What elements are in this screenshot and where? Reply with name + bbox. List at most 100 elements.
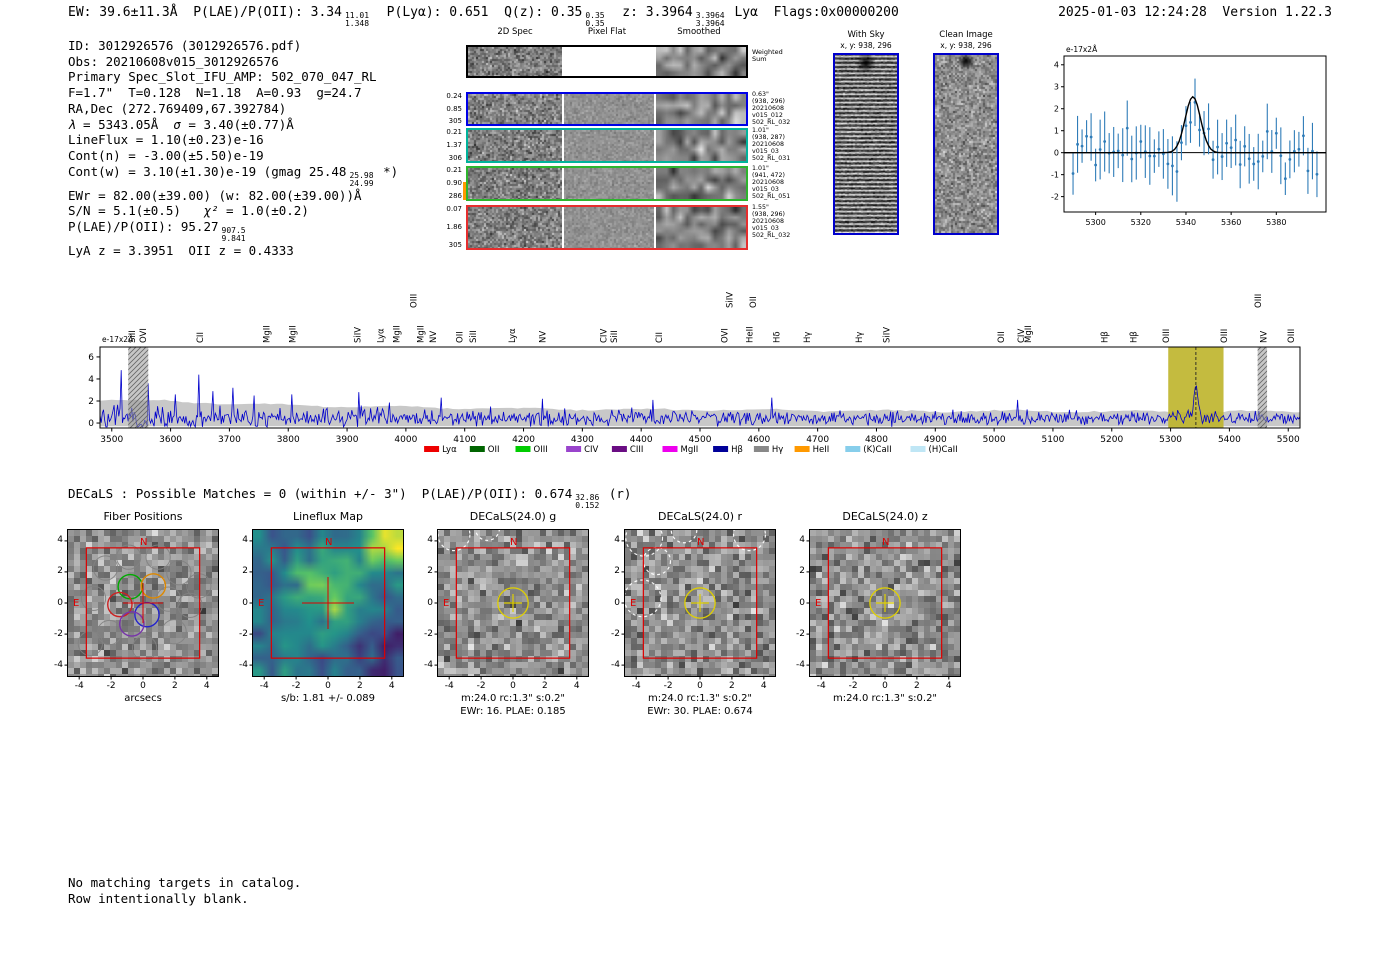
info-line: Primary Spec_Slot_IFU_AMP: 502_070_047_R… — [68, 69, 398, 85]
x-tick-label: 5380 — [1266, 218, 1286, 227]
info-line: Obs: 20210608v015_3012926576 — [68, 54, 398, 70]
spec2d-row-left-values: 0.21 0.90 286 — [434, 167, 462, 200]
data-point — [1283, 177, 1287, 181]
emission-line-label: MgII — [288, 325, 298, 343]
spec2d-image-panel — [564, 207, 654, 248]
left-value: 306 — [448, 154, 462, 162]
with-sky-image — [835, 55, 897, 233]
clean-image-coords: x, y: 938, 296 — [940, 41, 992, 50]
emission-line-label: OII — [749, 296, 759, 308]
text-run: Cont(w) = 3.10(±1.30)e-19 (gmag 25.48 — [68, 163, 347, 179]
spec2d-row-annotation: 1.55" (938, 296) 20210608 v015_03 502_RL_032 — [752, 204, 790, 239]
cutout-title-decals-g: DECaLS(24.0) g — [469, 510, 557, 523]
zoomed-spectrum-plot: 5300 5320 5340 5360 5380 -2 -1 0 1 2 3 4 e-17x2Å — [1051, 45, 1327, 227]
left-value: 0.24 — [446, 92, 462, 100]
x-tick-label: 3500 — [100, 435, 123, 445]
data-point — [1157, 147, 1161, 151]
data-point — [1148, 154, 1152, 158]
weighted-sum-line: Weighted — [752, 48, 783, 56]
x-tick-label: 4400 — [630, 435, 653, 445]
x-tick-label: 5400 — [1218, 435, 1241, 445]
x-tick-label: 0 — [140, 681, 146, 691]
data-point — [1184, 124, 1188, 128]
left-value: 0.07 — [446, 205, 462, 213]
x-tick-label: 2 — [729, 681, 735, 691]
cutout-fiber: -4 -4 -2 -2 0 0 2 2 4 4 — [54, 529, 219, 691]
spec2d-fiber-row — [466, 92, 748, 126]
spec2d-row-annotation: 1.01" (938, 287) 20210608 v015_03 502_RL_031 — [752, 127, 790, 162]
masked-band-hatch — [128, 347, 149, 428]
annotation-line: 20210608 — [752, 105, 785, 112]
with-sky-panel — [833, 53, 899, 235]
legend-swatch — [611, 446, 627, 452]
x-tick-label: 4600 — [747, 435, 770, 445]
left-value: 305 — [448, 241, 462, 249]
info-line: Cont(n) = -3.00(±5.50)e-19 — [68, 148, 398, 164]
cutout-lineflux: -4 -4 -2 -2 0 0 2 2 4 4 — [239, 529, 404, 691]
annotation-line: 20210608 — [752, 141, 785, 148]
text-run: LyA z = 3.3951 OII z = 0.4333 — [68, 243, 294, 259]
annotation-line: 1.01" — [752, 165, 769, 172]
text-run: S/N = 5.1(±0.5) — [68, 203, 204, 219]
x-tick-label: 4 — [388, 681, 395, 691]
left-value: 0.21 — [446, 128, 462, 136]
y-tick-label: 4 — [57, 535, 63, 546]
subscript: 1.348 — [344, 19, 370, 28]
y-tick-label: 0 — [614, 597, 620, 608]
legend-swatch — [713, 446, 729, 452]
data-point — [1243, 144, 1247, 148]
legend-label: OII — [488, 445, 500, 455]
x-tick-label: 2 — [914, 681, 920, 691]
x-tick-label: 4100 — [453, 435, 476, 445]
emission-line-label: SiII — [610, 330, 620, 343]
text-run: EW: 39.6±11.3Å P(LAE)/P(OII): 3.34 — [68, 5, 342, 20]
spec2d-fiber-row — [466, 128, 748, 163]
y-tick-label: 2 — [88, 397, 94, 407]
spec2d-fiber-row — [466, 205, 748, 250]
emission-line-label: Hγ — [803, 332, 813, 343]
y-tick-label: 2 — [427, 566, 433, 577]
x-tick-label: -2 — [848, 681, 858, 691]
x-tick-label: 4000 — [394, 435, 417, 445]
spec2d-image-panel — [468, 168, 562, 199]
text-run: Primary Spec_Slot_IFU_AMP: 502_070_047_R… — [68, 69, 377, 85]
data-point — [1089, 135, 1093, 139]
x-tick-label: -2 — [663, 681, 673, 691]
data-point — [1080, 144, 1084, 148]
emission-line-label: OII — [997, 331, 1007, 343]
emission-line-label: NV — [1260, 331, 1270, 343]
left-value: 0.21 — [446, 166, 462, 174]
data-point — [1207, 127, 1210, 131]
data-point — [1238, 163, 1242, 166]
legend-swatch — [566, 446, 582, 452]
annotation-line: 502_RL_051 — [752, 193, 791, 200]
info-line: F=1.7" T=0.128 N=1.18 A=0.93 g=24.7 — [68, 85, 398, 101]
text-run: Obs: 20210608v015_3012926576 — [68, 53, 279, 69]
emission-line-label: OIII — [410, 294, 420, 308]
y-tick-label: 0 — [242, 597, 248, 608]
spec2d-image-panel — [468, 94, 562, 124]
superscript: 11.01 — [344, 11, 370, 20]
annotation-line: v015_03 — [752, 148, 779, 155]
cutout-caption: s/b: 1.81 +/- 0.089 — [280, 693, 376, 704]
text-run: EWr = 82.00(±39.00) (w: 82.00(±39.00))Å — [68, 187, 362, 203]
data-point — [1265, 130, 1269, 133]
emission-line-label: Hδ — [773, 331, 783, 343]
superscript: 3.3964 — [695, 11, 725, 20]
legend-swatch — [845, 446, 861, 452]
emission-line-label: SiII — [128, 330, 138, 343]
cutout-caption: m:24.0 rc:1.3" s:0.2" — [647, 693, 753, 704]
text-run: LineFlux = 1.10(±0.23)e-16 — [68, 132, 264, 148]
spec2d-image-panel — [656, 130, 746, 161]
x-tick-label: -4 — [631, 681, 641, 691]
data-point — [1098, 148, 1102, 151]
x-tick-label: -2 — [291, 681, 301, 691]
y-tick-label: -2 — [424, 628, 433, 639]
spec2d-image-panel — [564, 168, 654, 199]
x-tick-label: 0 — [882, 681, 888, 691]
text-run: *) — [375, 163, 399, 179]
x-tick-label: 4 — [573, 681, 580, 691]
x-tick-label: 5200 — [1100, 435, 1123, 445]
x-tick-label: -2 — [476, 681, 486, 691]
cutout-caption: EWr: 16. PLAE: 0.185 — [460, 706, 566, 717]
